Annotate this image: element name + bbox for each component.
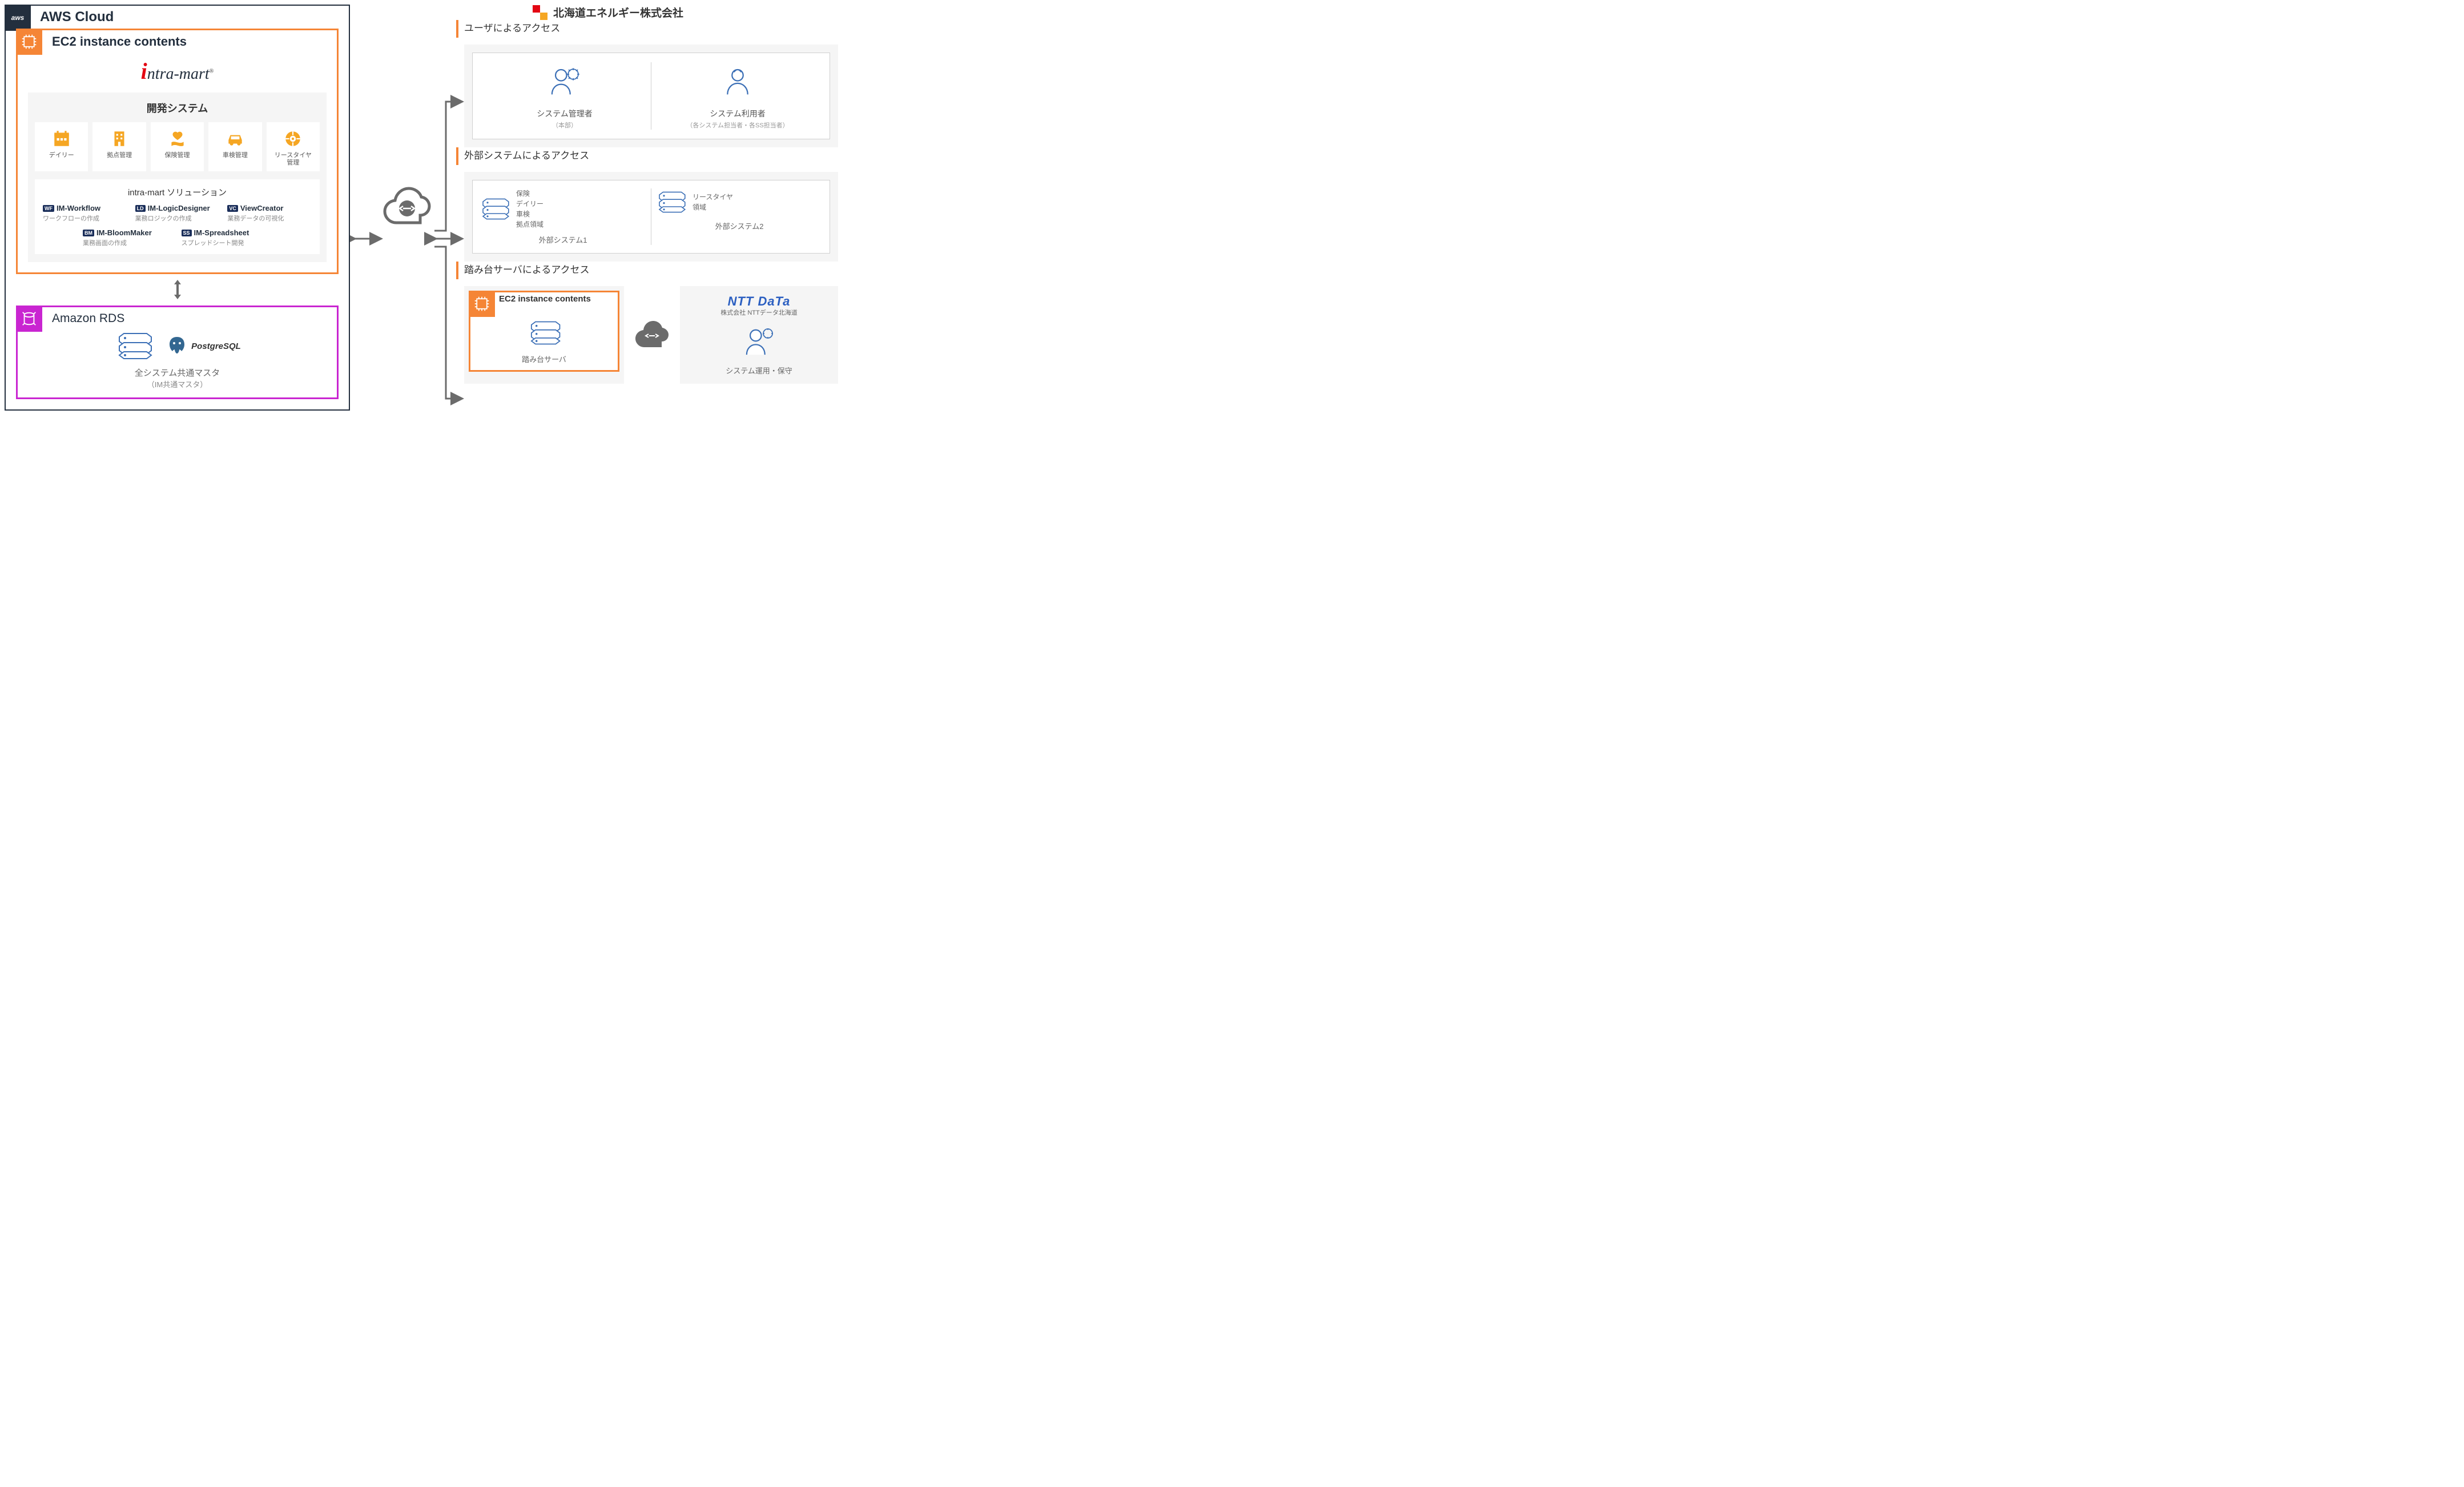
- bastion-ntt-arrow: [632, 286, 672, 384]
- rds-icon: [16, 306, 42, 332]
- company-name: 北海道エネルギー株式会社: [553, 5, 683, 20]
- intramart-solutions: intra-mart ソリューション WFIM-Workflowワークフローの作…: [35, 179, 320, 254]
- aws-logo-badge: aws: [5, 5, 31, 31]
- ext-label: 外部システム2: [715, 220, 764, 245]
- bastion-container: EC2 instance contents 踏み台サーバ: [464, 286, 624, 384]
- sol-logicdesigner: LDIM-LogicDesigner業務ロジックの作成: [135, 204, 220, 223]
- dev-label: 車検管理: [211, 152, 259, 159]
- external-system-1: 保険 デイリー 車検 拠点領域 外部システム1: [478, 188, 647, 245]
- server-icon: [655, 188, 687, 216]
- dev-icon-row: デイリー 拠点管理 保険管理 車検管理 リースタイヤ 管理: [35, 122, 320, 171]
- calendar-icon: [37, 128, 86, 150]
- bastion-ec2-title: EC2 instance contents: [499, 295, 591, 304]
- ec2-title: EC2 instance contents: [52, 34, 187, 49]
- user-operator: システム利用者 （各システム担当者・各SS担当者）: [651, 62, 824, 130]
- ntt-data-panel: NTT DaTa 株式会社 NTTデータ北海道 システム運用・保守: [680, 286, 838, 384]
- rds-title: Amazon RDS: [52, 312, 124, 325]
- postgresql-logo: PostgreSQL: [166, 335, 241, 357]
- intramart-logo: intra-mart®: [28, 58, 327, 85]
- section-user-access: システム管理者 （本部） システム利用者 （各システム担当者・各SS担当者）: [464, 45, 838, 147]
- external-system-2: リースタイヤ 領域 外部システム2: [655, 188, 824, 245]
- aws-cloud-container: aws AWS Cloud EC2 instance contents intr…: [5, 5, 350, 411]
- dev-label: リースタイヤ 管理: [269, 152, 317, 167]
- solutions-title: intra-mart ソリューション: [43, 186, 312, 198]
- ntt-logo: NTT DaTa: [688, 294, 830, 309]
- sol-workflow: WFIM-Workflowワークフローの作成: [43, 204, 127, 223]
- user-admin: システム管理者 （本部）: [478, 62, 651, 130]
- dev-label: 保険管理: [153, 152, 202, 159]
- user-icon: [656, 62, 819, 103]
- dev-icon-insurance: 保険管理: [151, 122, 204, 171]
- company-header: 北海道エネルギー株式会社: [464, 5, 838, 20]
- server-icon: [526, 318, 562, 348]
- tire-icon: [269, 128, 317, 150]
- bastion-ec2-box: EC2 instance contents 踏み台サーバ: [469, 291, 619, 372]
- network-hub: [350, 5, 464, 411]
- dev-icon-tire: リースタイヤ 管理: [267, 122, 320, 171]
- dev-label: デイリー: [37, 152, 86, 159]
- dev-system-panel: 開発システム デイリー 拠点管理 保険管理 車検管理: [28, 93, 327, 262]
- ec2-icon: [469, 291, 495, 317]
- ec2-rds-arrow: [16, 279, 339, 302]
- rds-label: 全システム共通マスタ: [28, 367, 327, 379]
- ec2-icon: [16, 29, 42, 55]
- operator-icon: [688, 324, 830, 360]
- car-icon: [211, 128, 259, 150]
- dev-system-title: 開発システム: [35, 101, 320, 115]
- ext-domains: リースタイヤ 領域: [693, 192, 733, 212]
- ntt-company: 株式会社 NTTデータ北海道: [688, 308, 830, 317]
- ext-label: 外部システム1: [539, 234, 587, 245]
- rds-box: Amazon RDS PostgreSQL 全システム共通マスタ （IM共通マス…: [16, 306, 339, 399]
- dev-label: 拠点管理: [95, 152, 143, 159]
- rds-sublabel: （IM共通マスタ）: [28, 379, 327, 389]
- dev-icon-inspection: 車検管理: [208, 122, 261, 171]
- aws-cloud-title: AWS Cloud: [40, 9, 114, 25]
- section-user-access-title: ユーザによるアクセス: [456, 20, 846, 38]
- user-role: システム利用者: [656, 108, 819, 119]
- bastion-label: 踏み台サーバ: [478, 353, 610, 364]
- building-icon: [95, 128, 143, 150]
- sol-viewcreator: VCViewCreator業務データの可視化: [227, 204, 312, 223]
- user-role-sub: （本部）: [483, 120, 646, 130]
- dev-icon-location: 拠点管理: [92, 122, 146, 171]
- user-role: システム管理者: [483, 108, 646, 119]
- cloud-icon: [381, 187, 433, 228]
- ec2-instance-box: EC2 instance contents intra-mart® 開発システム…: [16, 29, 339, 274]
- sol-spreadsheet: SSIM-Spreadsheetスプレッドシート開発: [182, 228, 272, 247]
- company-logo-icon: [533, 5, 547, 20]
- section-external-access-title: 外部システムによるアクセス: [456, 147, 846, 165]
- server-stack-icon: [114, 330, 154, 362]
- admin-icon: [483, 62, 646, 103]
- ntt-role: システム運用・保守: [688, 365, 830, 376]
- ext-domains: 保険 デイリー 車検 拠点領域: [516, 188, 543, 230]
- section-external-access: 保険 デイリー 車検 拠点領域 外部システム1 リースタイヤ 領域 外部システム…: [464, 172, 838, 262]
- section-bastion-title: 踏み台サーバによるアクセス: [456, 262, 846, 279]
- server-icon: [478, 195, 510, 223]
- sol-bloommaker: BMIM-BloomMaker業務画面の作成: [83, 228, 174, 247]
- heart-hand-icon: [153, 128, 202, 150]
- dev-icon-daily: デイリー: [35, 122, 88, 171]
- user-role-sub: （各システム担当者・各SS担当者）: [656, 120, 819, 130]
